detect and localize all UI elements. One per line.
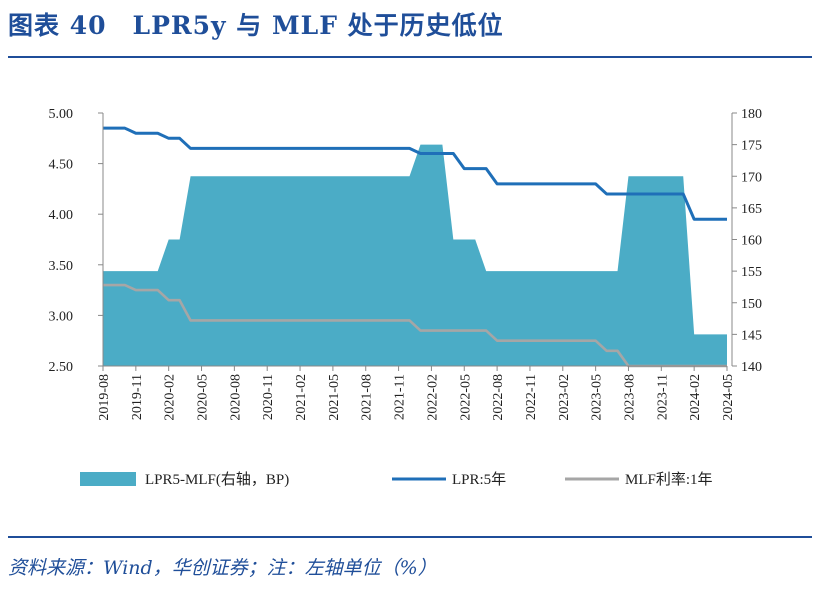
- right-tick-label: 175: [741, 139, 762, 154]
- x-tick-label: 2022-11: [524, 374, 539, 420]
- x-tick-label: 2020-08: [228, 374, 243, 421]
- x-tick-label: 2021-05: [327, 374, 342, 421]
- right-tick-label: 150: [741, 297, 762, 312]
- footer-rule: [8, 536, 812, 538]
- legend-label-lpr: LPR:5年: [452, 471, 506, 488]
- figure-title: 图表 40 LPR5y 与 MLF 处于历史低位: [8, 11, 504, 40]
- x-tick-label: 2020-02: [163, 374, 178, 421]
- series-line-lpr-5y: [103, 126, 727, 221]
- x-tick-label: 2023-08: [622, 374, 637, 421]
- series-line-mlf-1y: [103, 283, 727, 368]
- x-tick-label: 2024-05: [721, 374, 736, 421]
- x-tick-label: 2021-02: [294, 374, 309, 421]
- x-tick-label: 2023-05: [590, 374, 605, 421]
- axes-layer: 2.50 3.00 3.50 4.00 4.50 5.00 140 145 150 155 160 1…: [49, 107, 763, 421]
- left-tick-label: 4.50: [49, 158, 74, 173]
- left-tick-label: 4.00: [49, 208, 74, 223]
- spread-area-layer: [103, 144, 727, 366]
- header-rule: [8, 56, 812, 58]
- right-tick-label: 145: [741, 328, 762, 343]
- right-tick-label: 165: [741, 202, 762, 217]
- x-tick-label: 2024-02: [688, 374, 703, 421]
- x-tick-label: 2020-05: [196, 374, 211, 421]
- legend-label-mlf: MLF利率:1年: [625, 471, 713, 488]
- x-tick-label: 2021-08: [360, 374, 375, 421]
- x-tick-label: 2022-02: [425, 374, 440, 421]
- series-area-lpr5-mlf: [103, 144, 727, 366]
- x-tick-label: 2022-08: [491, 374, 506, 421]
- right-tick-label: 170: [741, 170, 762, 185]
- left-tick-label: 5.00: [49, 107, 74, 122]
- x-tick-label: 2020-11: [261, 374, 276, 420]
- left-tick-label: 2.50: [49, 360, 74, 375]
- rate-lines-layer: [103, 126, 727, 368]
- x-tick-label: 2019-08: [97, 374, 112, 421]
- right-tick-label: 140: [741, 360, 762, 375]
- x-tick-label: 2019-11: [130, 374, 145, 420]
- x-tick-label: 2022-05: [458, 374, 473, 421]
- chart: 2.50 3.00 3.50 4.00 4.50 5.00 140 145 150 155 160 1…: [49, 107, 763, 488]
- legend-swatch-area: [80, 472, 136, 486]
- x-tick-label: 2021-11: [393, 374, 408, 420]
- left-tick-label: 3.50: [49, 259, 74, 274]
- legend-label-spread: LPR5-MLF(右轴，BP): [145, 471, 289, 488]
- source-note: 资料来源：Wind，华创证券；注：左轴单位（%）: [8, 557, 437, 579]
- x-tick-label: 2023-11: [655, 374, 670, 420]
- right-tick-label: 155: [741, 265, 762, 280]
- left-tick-label: 3.00: [49, 309, 74, 324]
- right-tick-label: 160: [741, 234, 762, 249]
- x-tick-label: 2023-02: [557, 374, 572, 421]
- legend: LPR5-MLF(右轴，BP) LPR:5年 MLF利率:1年: [80, 471, 713, 488]
- right-tick-label: 180: [741, 107, 762, 122]
